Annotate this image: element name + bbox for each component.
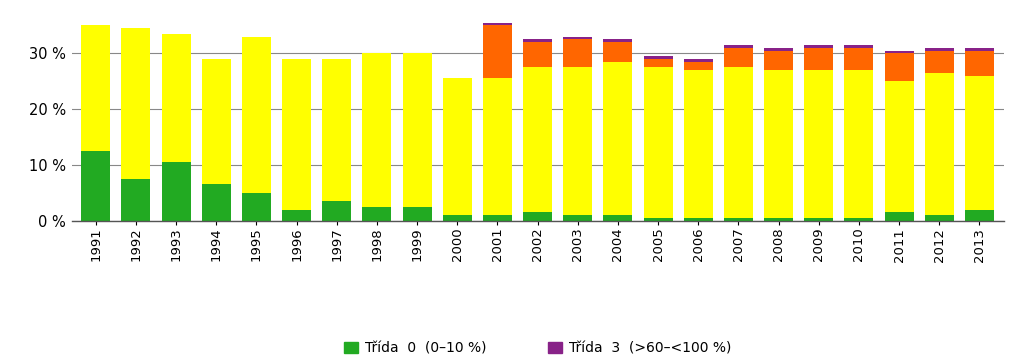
Bar xyxy=(483,23,512,25)
Bar xyxy=(442,215,472,221)
Bar xyxy=(764,70,793,218)
Bar xyxy=(644,56,673,59)
Bar xyxy=(684,70,713,218)
Bar xyxy=(603,42,633,62)
Bar xyxy=(483,78,512,215)
Bar xyxy=(804,48,834,70)
Bar xyxy=(764,48,793,51)
Bar xyxy=(965,75,994,210)
Bar xyxy=(563,40,592,67)
Bar xyxy=(724,45,753,48)
Bar xyxy=(965,210,994,221)
Bar xyxy=(603,62,633,215)
Bar xyxy=(764,51,793,70)
Bar xyxy=(442,78,472,215)
Bar xyxy=(925,51,953,73)
Bar xyxy=(523,40,552,42)
Bar xyxy=(684,218,713,221)
Bar xyxy=(845,48,873,70)
Bar xyxy=(644,67,673,218)
Bar xyxy=(885,212,913,221)
Bar xyxy=(162,34,190,162)
Bar xyxy=(523,212,552,221)
Bar xyxy=(362,53,391,207)
Bar xyxy=(845,70,873,218)
Bar xyxy=(925,215,953,221)
Bar xyxy=(402,53,431,207)
Bar xyxy=(885,81,913,212)
Bar xyxy=(804,70,834,218)
Bar xyxy=(845,45,873,48)
Bar xyxy=(162,162,190,221)
Bar xyxy=(283,210,311,221)
Bar xyxy=(402,207,431,221)
Bar xyxy=(603,40,633,42)
Bar xyxy=(81,151,111,221)
Bar xyxy=(323,59,351,201)
Bar xyxy=(885,53,913,81)
Bar xyxy=(81,25,111,151)
Bar xyxy=(965,48,994,51)
Bar xyxy=(684,59,713,62)
Bar xyxy=(523,67,552,212)
Bar xyxy=(242,37,271,193)
Legend: Třída  0  (0–10 %), Třída  1  (>10–25 %), Třída  2  (>25–60 %), Třída  3  (>60–<: Třída 0 (0–10 %), Třída 1 (>10–25 %), Tř… xyxy=(344,341,731,356)
Bar xyxy=(323,201,351,221)
Bar xyxy=(563,67,592,215)
Bar xyxy=(644,218,673,221)
Bar xyxy=(804,45,834,48)
Bar xyxy=(523,42,552,67)
Bar xyxy=(804,218,834,221)
Bar xyxy=(122,28,151,179)
Bar xyxy=(283,59,311,210)
Bar xyxy=(603,215,633,221)
Bar xyxy=(724,48,753,67)
Bar xyxy=(563,37,592,40)
Bar xyxy=(362,207,391,221)
Bar xyxy=(242,193,271,221)
Bar xyxy=(483,215,512,221)
Bar xyxy=(483,25,512,78)
Bar xyxy=(724,218,753,221)
Bar xyxy=(644,59,673,67)
Bar xyxy=(202,184,230,221)
Bar xyxy=(724,67,753,218)
Bar xyxy=(845,218,873,221)
Bar xyxy=(764,218,793,221)
Bar xyxy=(563,215,592,221)
Bar xyxy=(965,51,994,75)
Bar xyxy=(885,51,913,53)
Bar xyxy=(202,59,230,184)
Bar xyxy=(925,73,953,215)
Bar xyxy=(684,62,713,70)
Bar xyxy=(122,179,151,221)
Bar xyxy=(925,48,953,51)
